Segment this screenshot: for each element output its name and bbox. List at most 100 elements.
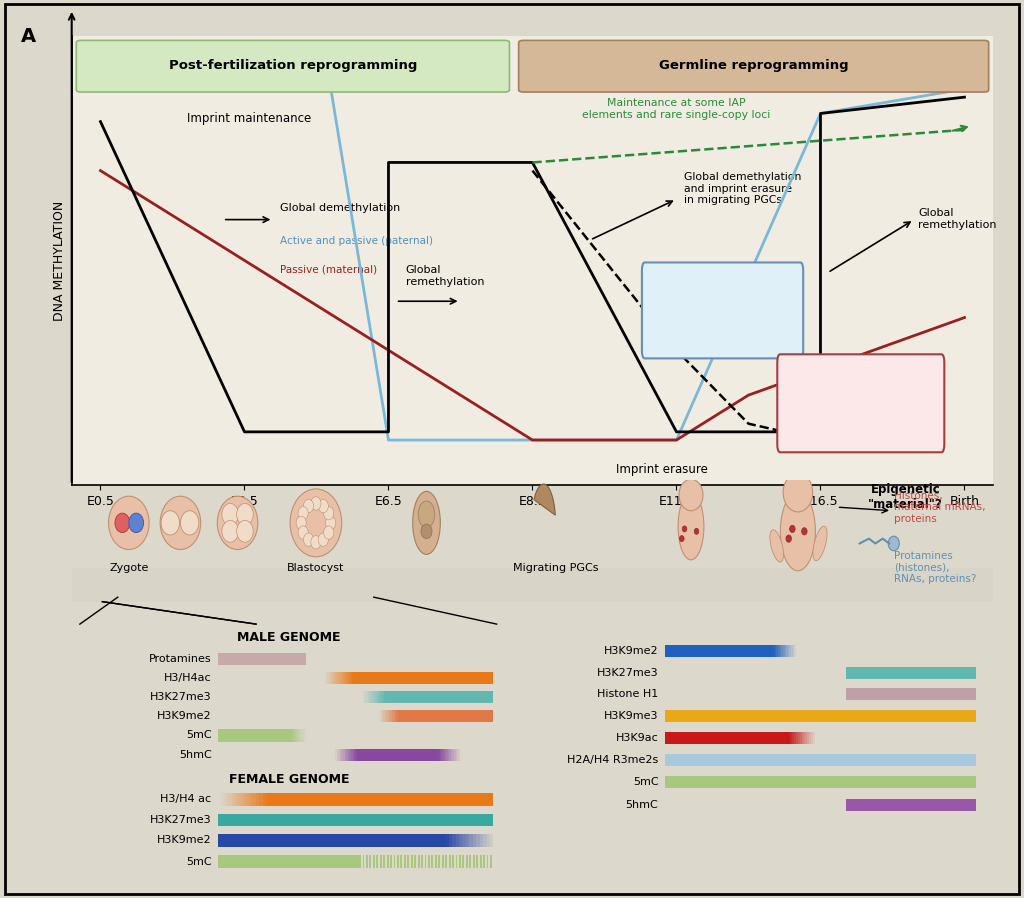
Bar xyxy=(259,856,262,867)
Bar xyxy=(783,732,784,744)
Bar xyxy=(298,729,299,742)
Bar xyxy=(231,729,232,742)
Bar xyxy=(287,856,290,867)
Circle shape xyxy=(129,513,143,533)
Bar xyxy=(378,691,379,703)
Bar xyxy=(862,688,863,700)
Bar xyxy=(973,754,976,766)
Bar xyxy=(486,814,490,826)
Bar xyxy=(737,645,739,657)
Bar xyxy=(352,856,355,867)
Bar xyxy=(451,749,453,762)
Bar xyxy=(443,749,444,762)
Bar xyxy=(837,776,841,788)
Bar xyxy=(731,710,735,722)
Bar xyxy=(472,672,474,684)
Bar xyxy=(944,798,945,811)
Bar xyxy=(469,856,471,867)
Bar xyxy=(425,710,427,722)
Bar xyxy=(427,710,428,722)
Bar xyxy=(948,688,950,700)
Bar xyxy=(956,688,958,700)
Bar xyxy=(246,856,249,867)
Bar xyxy=(928,798,929,811)
Bar xyxy=(961,776,965,788)
Bar xyxy=(463,834,466,847)
Bar xyxy=(345,856,349,867)
Bar xyxy=(260,729,261,742)
Bar xyxy=(366,814,370,826)
Bar xyxy=(335,834,338,847)
Bar xyxy=(384,691,386,703)
Bar xyxy=(385,710,386,722)
Bar xyxy=(380,672,382,684)
Bar xyxy=(969,776,973,788)
Bar xyxy=(809,710,813,722)
Text: H3/H4 ac: H3/H4 ac xyxy=(161,795,212,805)
Bar xyxy=(469,710,470,722)
Bar xyxy=(459,856,461,867)
Bar xyxy=(817,754,821,766)
Bar xyxy=(677,732,679,744)
Bar xyxy=(300,729,302,742)
Bar xyxy=(338,856,342,867)
Bar xyxy=(352,749,354,762)
Circle shape xyxy=(311,535,321,549)
Bar xyxy=(390,814,393,826)
Bar xyxy=(473,814,476,826)
Bar xyxy=(370,691,371,703)
Bar xyxy=(403,710,406,722)
Bar xyxy=(408,856,410,867)
Bar xyxy=(465,710,466,722)
Bar xyxy=(459,749,461,762)
Bar xyxy=(428,856,430,867)
Bar xyxy=(361,691,362,703)
Bar xyxy=(937,666,939,679)
Bar xyxy=(774,776,778,788)
Bar xyxy=(773,732,775,744)
Bar xyxy=(915,666,918,679)
Bar xyxy=(411,834,415,847)
Bar xyxy=(666,645,667,657)
Bar xyxy=(914,798,915,811)
Bar xyxy=(459,710,460,722)
Bar xyxy=(438,749,439,762)
Bar xyxy=(252,793,256,806)
Ellipse shape xyxy=(813,526,827,560)
Bar xyxy=(487,710,489,722)
Bar xyxy=(907,798,909,811)
Bar xyxy=(311,793,314,806)
Bar xyxy=(438,856,440,867)
Bar xyxy=(294,729,295,742)
Bar xyxy=(283,729,284,742)
Bar xyxy=(833,754,837,766)
Circle shape xyxy=(222,521,239,542)
Bar xyxy=(367,749,369,762)
Bar xyxy=(287,793,290,806)
Bar xyxy=(439,749,441,762)
Bar xyxy=(246,653,247,665)
Bar xyxy=(221,793,224,806)
Bar xyxy=(911,688,912,700)
Bar xyxy=(239,834,242,847)
Bar xyxy=(934,688,936,700)
Bar xyxy=(256,856,259,867)
Bar xyxy=(666,776,670,788)
Bar xyxy=(947,666,948,679)
Bar xyxy=(231,814,234,826)
Bar xyxy=(304,653,305,665)
Bar xyxy=(340,749,341,762)
Bar xyxy=(444,749,446,762)
Bar xyxy=(750,732,752,744)
Circle shape xyxy=(115,513,130,533)
Bar xyxy=(389,749,390,762)
Bar xyxy=(332,793,335,806)
Bar xyxy=(757,645,759,657)
Bar xyxy=(307,856,311,867)
Bar xyxy=(357,749,359,762)
Bar xyxy=(372,672,374,684)
Bar xyxy=(876,776,880,788)
Bar xyxy=(411,691,413,703)
Bar xyxy=(458,710,459,722)
Bar xyxy=(712,732,714,744)
